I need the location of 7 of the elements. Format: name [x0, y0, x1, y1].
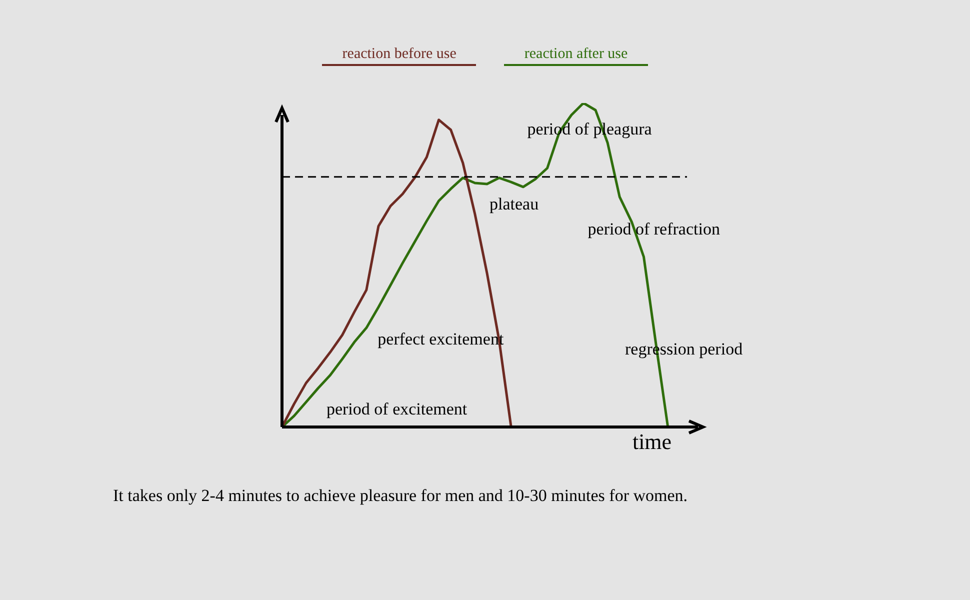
text: It takes only 2-4 minutes to achieve pleasure for men and 10-30 minutes for women.	[113, 486, 689, 505]
annotation: period of excitement	[326, 400, 468, 419]
annotation: period of refraction	[588, 219, 720, 238]
annotation: plateau	[490, 194, 540, 214]
x-axis-title: time	[632, 428, 672, 454]
text: reaction before use	[341, 46, 458, 63]
text: reaction after use	[523, 46, 629, 63]
